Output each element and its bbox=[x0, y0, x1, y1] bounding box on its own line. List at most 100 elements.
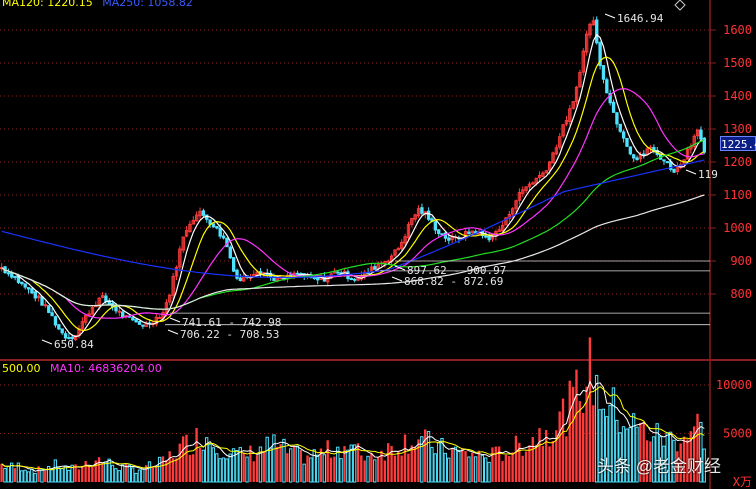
volume-bar bbox=[289, 448, 293, 483]
volume-bar bbox=[268, 447, 273, 483]
volume-bar bbox=[339, 458, 343, 483]
ma10-line bbox=[1, 56, 705, 331]
candle-body bbox=[534, 177, 538, 184]
candle-body bbox=[598, 42, 602, 67]
volume-bar bbox=[464, 450, 467, 482]
volume-bar bbox=[87, 465, 91, 482]
candle-body bbox=[628, 146, 633, 155]
annotation-pointer bbox=[604, 13, 616, 19]
candle-body bbox=[181, 236, 185, 251]
volume-bar bbox=[652, 436, 656, 483]
candle-body bbox=[574, 86, 579, 103]
volume-bar bbox=[262, 451, 265, 482]
volume-bar bbox=[171, 458, 175, 482]
volume-bar bbox=[531, 437, 534, 482]
volume-bar bbox=[30, 468, 34, 483]
candle-body bbox=[608, 92, 612, 104]
volume-bar bbox=[383, 460, 387, 482]
volume-bar bbox=[23, 469, 27, 483]
candle-body bbox=[141, 324, 145, 327]
candle-body bbox=[588, 23, 592, 36]
candle-body bbox=[84, 314, 88, 323]
volume-bar bbox=[528, 445, 531, 482]
volume-bar bbox=[504, 454, 508, 482]
candle-body bbox=[53, 316, 58, 326]
volume-bar bbox=[218, 458, 222, 483]
volume-bar bbox=[282, 438, 286, 483]
candle-body bbox=[558, 136, 562, 148]
annotation-low: 650.84 bbox=[54, 338, 94, 351]
candle-body bbox=[524, 186, 528, 191]
candle-body bbox=[547, 161, 552, 171]
volume-bar bbox=[696, 413, 699, 482]
candle-body bbox=[178, 248, 182, 268]
candle-body bbox=[373, 266, 377, 270]
volume-bar bbox=[484, 457, 488, 483]
volume-bar bbox=[662, 445, 666, 483]
candle-body bbox=[568, 108, 572, 122]
volume-bar bbox=[592, 405, 595, 482]
volume-bar bbox=[561, 398, 565, 482]
volume-bar bbox=[46, 466, 51, 483]
volume-bar bbox=[649, 441, 652, 482]
volume-bar bbox=[101, 463, 104, 482]
candle-body bbox=[6, 272, 11, 275]
volume-bar bbox=[440, 437, 444, 483]
annotation-pointer bbox=[394, 265, 406, 271]
candle-body bbox=[531, 182, 535, 185]
volume-bar bbox=[110, 464, 115, 483]
volume-bar bbox=[302, 463, 306, 483]
volume-bar bbox=[642, 421, 645, 482]
vol-readout: 500.00 bbox=[2, 362, 41, 375]
volume-bar bbox=[336, 446, 340, 483]
volume-bar bbox=[231, 448, 236, 483]
candle-body bbox=[497, 229, 501, 232]
volume-header: 500.00 MA10: 46836204.00 bbox=[2, 363, 162, 375]
candle-body bbox=[336, 271, 340, 274]
volume-bar bbox=[201, 449, 205, 483]
volume-bar bbox=[97, 457, 101, 482]
volume-bar bbox=[679, 443, 682, 482]
vol-ma10-readout: MA10: 46836204.00 bbox=[50, 362, 162, 375]
volume-bar bbox=[541, 445, 545, 482]
volume-bar bbox=[6, 465, 10, 483]
volume-bar bbox=[235, 449, 239, 483]
volume-bar bbox=[689, 431, 692, 482]
volume-bar bbox=[360, 455, 363, 482]
candle-body bbox=[33, 291, 37, 299]
volume-bar bbox=[221, 457, 226, 483]
candle-body bbox=[420, 207, 424, 214]
candle-body bbox=[215, 226, 219, 229]
volume-bar bbox=[631, 413, 636, 483]
volume-bar bbox=[319, 448, 323, 482]
volume-bar bbox=[40, 469, 44, 483]
candle-body bbox=[188, 223, 192, 233]
volume-bar bbox=[185, 434, 188, 482]
volume-bar bbox=[645, 440, 649, 482]
volume-bar bbox=[211, 447, 216, 483]
volume-bar bbox=[443, 452, 448, 483]
candle-body bbox=[231, 257, 236, 272]
volume-bar bbox=[168, 451, 171, 482]
candle-body bbox=[527, 183, 532, 188]
candle-body bbox=[228, 246, 232, 259]
volume-bar bbox=[57, 467, 61, 483]
volume-bar bbox=[245, 456, 249, 483]
volume-bar bbox=[658, 436, 663, 483]
volume-bar bbox=[84, 461, 87, 482]
candle-body bbox=[67, 337, 71, 340]
volume-bar bbox=[578, 401, 582, 482]
volume-bar bbox=[16, 462, 21, 483]
volume-bar bbox=[410, 445, 413, 482]
volume-bar bbox=[450, 448, 454, 482]
volume-bar bbox=[309, 457, 313, 483]
volume-bar bbox=[37, 466, 40, 482]
candle-body bbox=[117, 310, 122, 313]
volume-bar bbox=[157, 456, 162, 483]
volume-bar bbox=[430, 446, 434, 483]
candle-body bbox=[433, 221, 438, 231]
volume-bar bbox=[433, 453, 437, 483]
volume-bar bbox=[467, 456, 471, 483]
